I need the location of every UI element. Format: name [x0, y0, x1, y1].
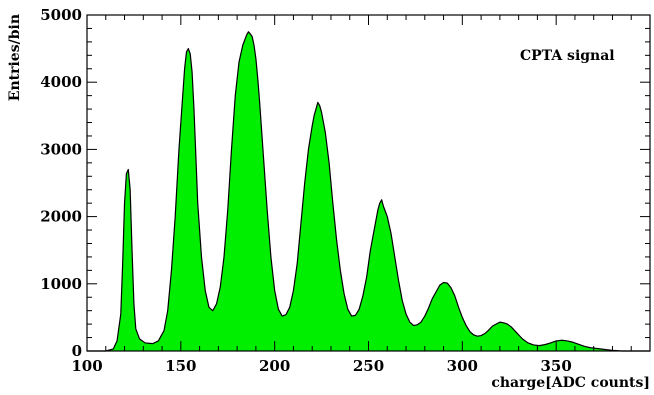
- x-tick-label: 150: [165, 357, 196, 375]
- x-tick-label: 350: [541, 357, 572, 375]
- x-tick-label: 300: [447, 357, 478, 375]
- y-tick-label: 5000: [40, 6, 82, 24]
- annotation-label: CPTA signal: [520, 48, 615, 64]
- histogram-fill-0: [87, 31, 650, 352]
- y-axis-label: Entries/bin: [7, 14, 23, 101]
- x-tick-label: 100: [71, 357, 102, 375]
- histogram-outline-0: [87, 31, 650, 352]
- y-tick-label: 2000: [40, 208, 82, 226]
- x-axis-label: charge[ADC counts]: [491, 375, 650, 391]
- y-tick-label: 3000: [40, 140, 82, 158]
- series-layer: [87, 31, 650, 352]
- ticks-layer: [86, 14, 651, 352]
- x-tick-label: 250: [353, 357, 384, 375]
- y-tick-label: 0: [72, 342, 82, 360]
- y-tick-label: 1000: [40, 275, 82, 293]
- x-tick-label: 200: [259, 357, 290, 375]
- y-tick-label: 4000: [40, 73, 82, 91]
- tick-labels-layer: 100 150 200 250 300 350 0 1000 2000 3000 4000 5000: [40, 6, 572, 375]
